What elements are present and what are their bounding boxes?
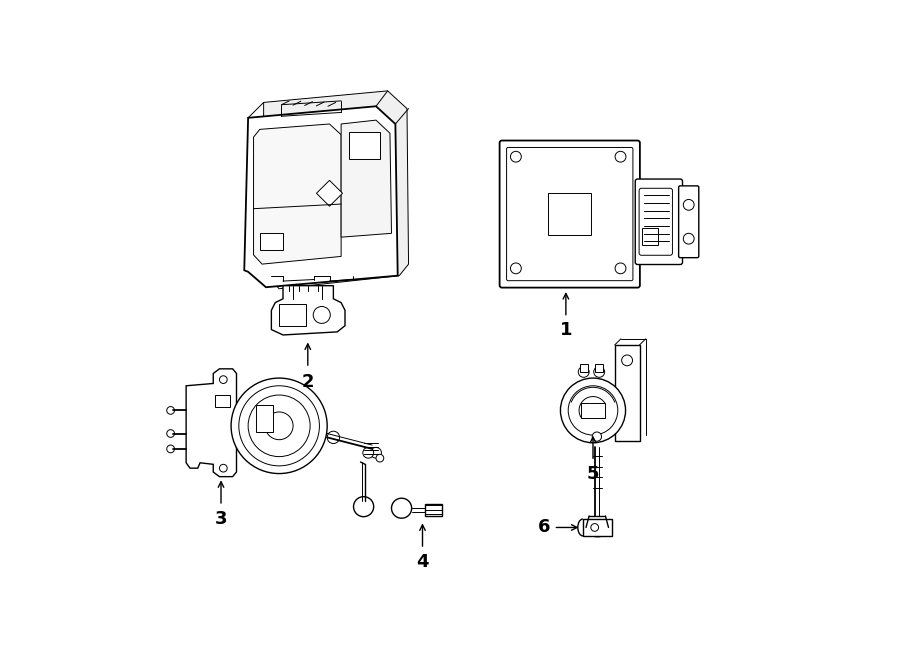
Circle shape bbox=[510, 151, 521, 162]
Circle shape bbox=[166, 445, 175, 453]
Bar bbox=[643, 228, 658, 245]
Circle shape bbox=[510, 263, 521, 274]
Circle shape bbox=[231, 378, 328, 473]
Circle shape bbox=[328, 431, 339, 444]
Bar bbox=[583, 519, 612, 536]
Text: 4: 4 bbox=[416, 553, 428, 571]
Bar bbox=[548, 193, 591, 235]
Text: 6: 6 bbox=[538, 518, 551, 537]
Circle shape bbox=[220, 375, 227, 383]
Polygon shape bbox=[264, 91, 409, 289]
Bar bbox=[215, 395, 230, 407]
Circle shape bbox=[622, 355, 633, 366]
Circle shape bbox=[266, 412, 293, 440]
Bar bbox=[580, 364, 588, 372]
Text: 5: 5 bbox=[587, 465, 599, 483]
Polygon shape bbox=[341, 120, 392, 237]
Circle shape bbox=[376, 454, 383, 462]
Bar bbox=[349, 132, 380, 159]
Circle shape bbox=[166, 407, 175, 414]
Bar bbox=[279, 304, 306, 326]
Circle shape bbox=[579, 367, 590, 377]
Circle shape bbox=[363, 447, 374, 458]
Circle shape bbox=[592, 432, 601, 442]
Circle shape bbox=[683, 233, 694, 244]
Bar bbox=[595, 364, 603, 372]
Circle shape bbox=[313, 307, 330, 323]
FancyBboxPatch shape bbox=[500, 141, 640, 288]
Bar bbox=[615, 345, 640, 442]
Circle shape bbox=[615, 151, 626, 162]
Circle shape bbox=[590, 524, 598, 531]
Circle shape bbox=[683, 200, 694, 210]
Polygon shape bbox=[272, 286, 345, 335]
Circle shape bbox=[371, 447, 382, 458]
Circle shape bbox=[238, 386, 320, 466]
Circle shape bbox=[594, 367, 605, 377]
Circle shape bbox=[354, 496, 373, 517]
Bar bbox=[581, 403, 605, 418]
Text: 2: 2 bbox=[302, 373, 314, 391]
FancyBboxPatch shape bbox=[639, 188, 672, 255]
Bar bbox=[256, 405, 273, 432]
FancyBboxPatch shape bbox=[679, 186, 698, 258]
Circle shape bbox=[166, 430, 175, 438]
Text: 3: 3 bbox=[215, 510, 227, 527]
Circle shape bbox=[220, 464, 227, 472]
Polygon shape bbox=[244, 106, 398, 288]
Text: 1: 1 bbox=[560, 321, 572, 340]
Polygon shape bbox=[254, 124, 341, 264]
Circle shape bbox=[248, 395, 310, 457]
Polygon shape bbox=[186, 369, 237, 477]
FancyBboxPatch shape bbox=[635, 179, 682, 264]
Polygon shape bbox=[317, 180, 343, 206]
Polygon shape bbox=[425, 504, 442, 516]
Circle shape bbox=[568, 386, 617, 435]
FancyBboxPatch shape bbox=[507, 147, 633, 281]
Circle shape bbox=[615, 263, 626, 274]
Bar bbox=[260, 233, 283, 251]
Circle shape bbox=[392, 498, 411, 518]
Circle shape bbox=[561, 378, 626, 443]
